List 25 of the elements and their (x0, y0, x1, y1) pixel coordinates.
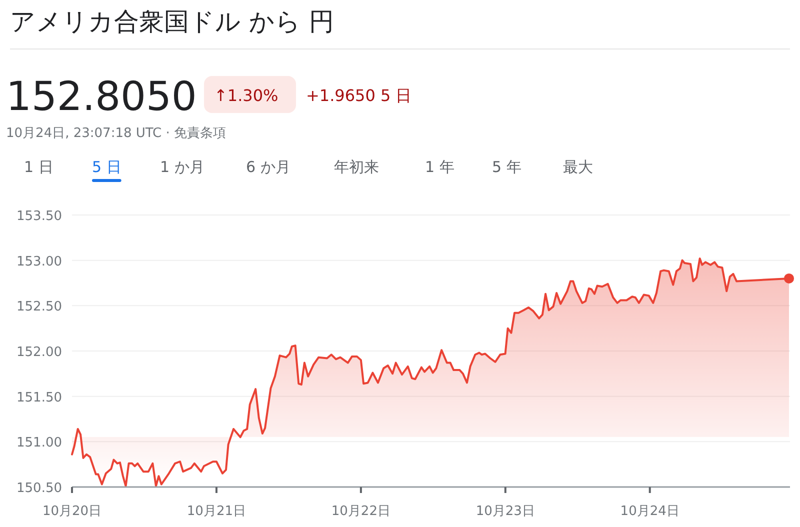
y-tick-label: 153.00 (16, 254, 62, 270)
x-tick-label: 10月22日 (331, 504, 390, 519)
y-tick-label: 152.50 (16, 300, 62, 315)
x-tick-label: 10月24日 (620, 504, 680, 519)
text: 10月24日, 23:07:18 UTC · 免責条項 (6, 126, 226, 141)
text: 6 か月 (246, 158, 290, 176)
y-tick-label: 151.50 (16, 390, 62, 406)
text: 5 年 (492, 158, 522, 176)
text: 152.8050 (6, 74, 197, 120)
x-tick-label: 10月23日 (476, 504, 535, 519)
y-tick-label: 150.50 (16, 481, 62, 496)
text: 1 年 (425, 158, 454, 176)
x-tick-label: 10月20日 (42, 504, 102, 519)
x-tick-label: 10月21日 (186, 504, 246, 519)
text: +1.9650 5 日 (306, 86, 412, 105)
y-tick-label: 151.00 (16, 436, 62, 451)
text: 5 日 (92, 158, 122, 176)
text: 1 日 (24, 158, 54, 176)
text: 年初来 (334, 158, 379, 176)
y-tick-label: 153.50 (16, 209, 62, 224)
chart-title: アメリカ合衆国ドル から 円 (10, 7, 334, 36)
y-tick-label: 152.00 (16, 345, 62, 360)
text: 1 か月 (160, 158, 204, 176)
text: ↑1.30% (214, 86, 278, 105)
text: 最大 (563, 158, 593, 176)
